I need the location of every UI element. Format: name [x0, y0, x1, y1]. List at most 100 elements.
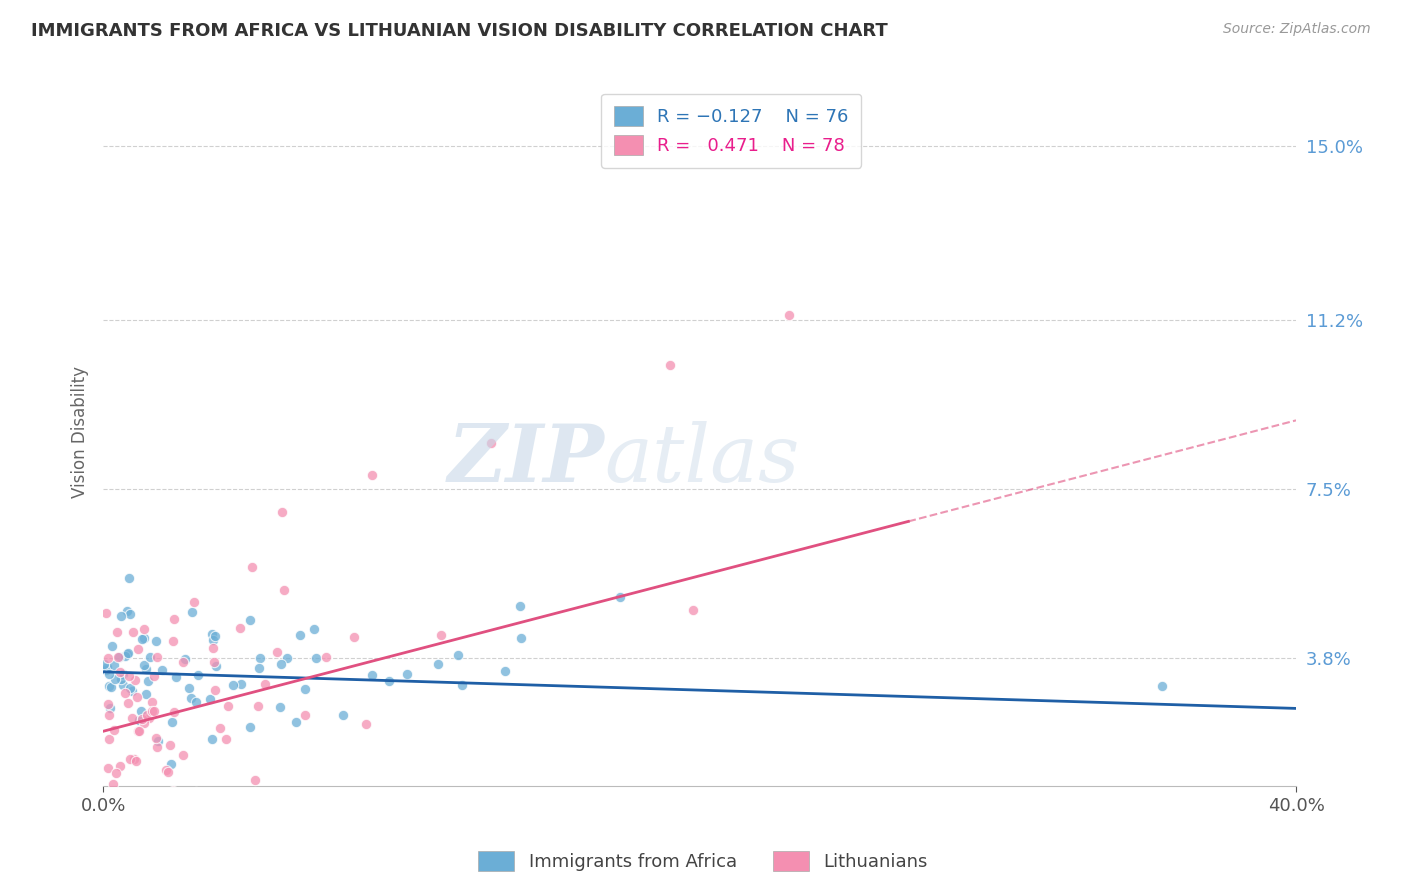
- Point: [682, 603, 704, 617]
- Point: [141, 695, 163, 709]
- Point: [180, 605, 202, 619]
- Point: [110, 672, 132, 686]
- Point: [97, 667, 120, 681]
- Point: [112, 678, 135, 692]
- Point: [246, 698, 269, 713]
- Point: [146, 740, 169, 755]
- Point: [127, 641, 149, 656]
- Point: [254, 676, 277, 690]
- Point: [100, 680, 122, 694]
- Text: IMMIGRANTS FROM AFRICA VS LITHUANIAN VISION DISABILITY CORRELATION CHART: IMMIGRANTS FROM AFRICA VS LITHUANIAN VIS…: [31, 22, 887, 40]
- Point: [173, 652, 195, 666]
- Point: [479, 436, 502, 450]
- Point: [332, 708, 354, 723]
- Point: [163, 612, 186, 626]
- Point: [343, 630, 366, 644]
- Point: [101, 639, 124, 653]
- Text: ZIP: ZIP: [447, 421, 605, 499]
- Point: [294, 708, 316, 723]
- Point: [132, 622, 155, 636]
- Point: [143, 704, 166, 718]
- Point: [162, 714, 184, 729]
- Point: [141, 704, 163, 718]
- Point: [290, 628, 312, 642]
- Point: [156, 765, 179, 780]
- Point: [98, 732, 121, 747]
- Point: [131, 632, 153, 646]
- Point: [103, 777, 125, 791]
- Point: [378, 674, 401, 689]
- Point: [302, 623, 325, 637]
- Point: [249, 651, 271, 665]
- Point: [360, 468, 382, 483]
- Point: [135, 687, 157, 701]
- Point: [121, 625, 143, 640]
- Point: [201, 732, 224, 747]
- Point: [132, 715, 155, 730]
- Point: [110, 759, 132, 773]
- Point: [97, 651, 120, 665]
- Point: [118, 607, 141, 621]
- Point: [229, 621, 252, 635]
- Point: [155, 763, 177, 777]
- Point: [103, 723, 125, 738]
- Point: [162, 634, 184, 648]
- Point: [150, 663, 173, 677]
- Point: [240, 559, 263, 574]
- Point: [494, 664, 516, 678]
- Point: [98, 708, 121, 723]
- Point: [120, 752, 142, 766]
- Point: [271, 505, 294, 519]
- Point: [128, 789, 150, 803]
- Point: [243, 772, 266, 787]
- Point: [122, 752, 145, 766]
- Point: [198, 691, 221, 706]
- Point: [138, 711, 160, 725]
- Point: [129, 704, 152, 718]
- Point: [285, 715, 308, 730]
- Point: [117, 604, 139, 618]
- Point: [315, 649, 337, 664]
- Point: [159, 757, 181, 772]
- Point: [186, 695, 208, 709]
- Point: [97, 697, 120, 711]
- Point: [98, 701, 121, 715]
- Point: [145, 731, 167, 745]
- Point: [139, 650, 162, 665]
- Point: [238, 720, 260, 734]
- Point: [125, 690, 148, 704]
- Point: [114, 686, 136, 700]
- Point: [447, 648, 470, 662]
- Point: [201, 626, 224, 640]
- Point: [163, 705, 186, 719]
- Point: [134, 631, 156, 645]
- Point: [114, 648, 136, 663]
- Point: [134, 657, 156, 672]
- Point: [294, 682, 316, 697]
- Point: [135, 708, 157, 723]
- Point: [430, 628, 453, 642]
- Point: [105, 765, 128, 780]
- Point: [204, 683, 226, 698]
- Point: [276, 650, 298, 665]
- Point: [239, 613, 262, 627]
- Point: [128, 713, 150, 727]
- Point: [396, 666, 419, 681]
- Point: [103, 658, 125, 673]
- Point: [778, 308, 800, 322]
- Point: [107, 649, 129, 664]
- Point: [110, 609, 132, 624]
- Point: [135, 662, 157, 676]
- Point: [97, 761, 120, 775]
- Point: [136, 673, 159, 688]
- Point: [145, 633, 167, 648]
- Point: [117, 696, 139, 710]
- Point: [97, 679, 120, 693]
- Point: [115, 648, 138, 662]
- Legend: Immigrants from Africa, Lithuanians: Immigrants from Africa, Lithuanians: [471, 844, 935, 879]
- Point: [215, 731, 238, 746]
- Point: [209, 722, 232, 736]
- Point: [184, 785, 207, 799]
- Point: [121, 684, 143, 698]
- Point: [159, 738, 181, 752]
